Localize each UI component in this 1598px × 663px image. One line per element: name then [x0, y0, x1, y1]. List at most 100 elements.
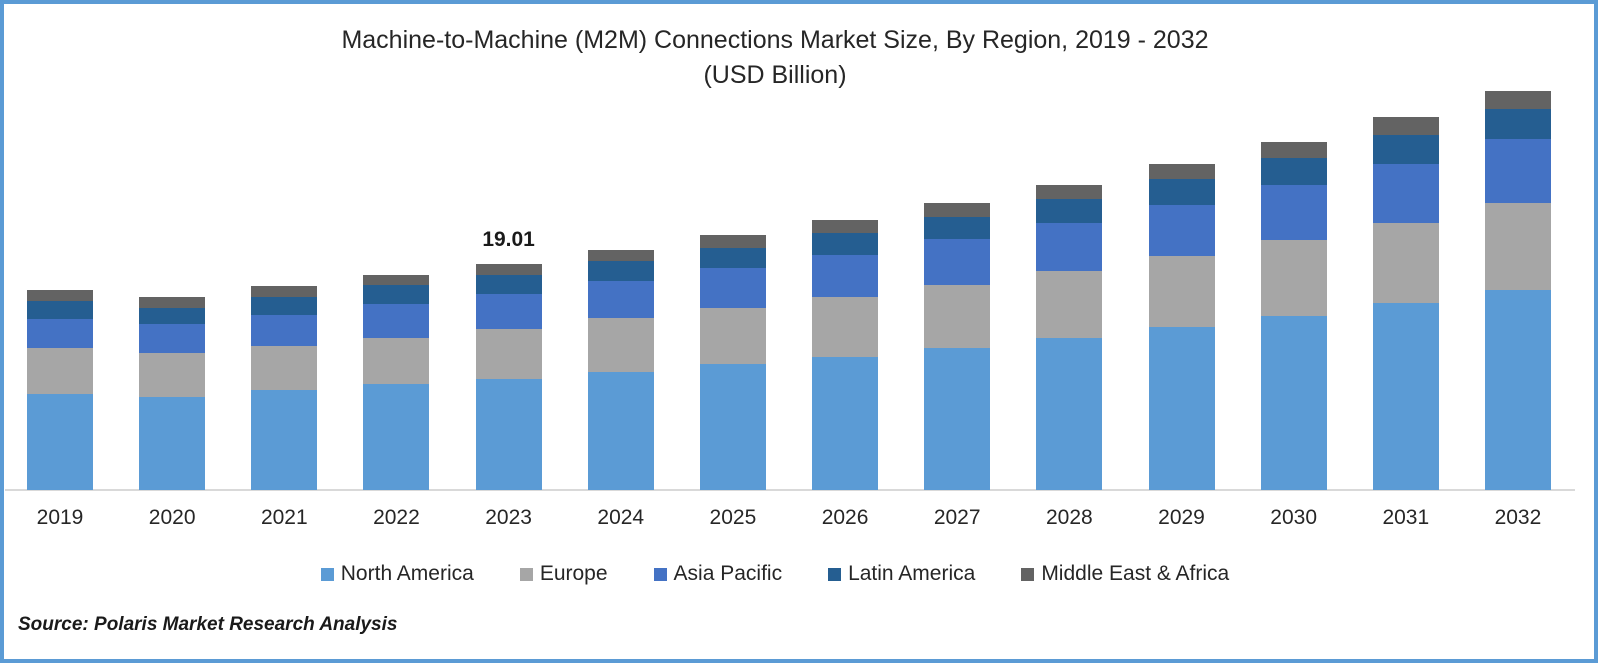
- bar-segment-north-america: [924, 347, 991, 490]
- bar-2023: [475, 263, 542, 490]
- bar-2025: [699, 235, 766, 490]
- bar-segment-europe: [1484, 202, 1551, 290]
- x-axis-label-2019: 2019: [36, 506, 84, 529]
- bar-segment-latin-america: [924, 216, 991, 240]
- bar-segment-latin-america: [139, 307, 206, 325]
- bar-segment-middle-east-africa: [1484, 91, 1551, 110]
- bar-2026: [812, 220, 879, 490]
- bar-2020: [139, 297, 206, 490]
- bar-segment-north-america: [812, 356, 879, 490]
- legend-swatch-latin-america: [828, 567, 842, 581]
- bar-segment-europe: [1036, 270, 1103, 338]
- bar-segment-north-america: [251, 390, 318, 490]
- bar-segment-north-america: [587, 371, 654, 490]
- bar-segment-europe: [475, 328, 542, 379]
- bar-segment-middle-east-africa: [139, 297, 206, 308]
- chart-title: Machine-to-Machine (M2M) Connections Mar…: [341, 26, 1209, 54]
- legend-item-europe: Europe: [519, 562, 608, 586]
- bar-segment-latin-america: [1372, 134, 1439, 164]
- bar-segment-europe: [27, 347, 93, 394]
- bar-segment-latin-america: [1484, 109, 1551, 140]
- bar-segment-europe: [924, 284, 991, 348]
- bar-segment-middle-east-africa: [1148, 164, 1215, 180]
- bar-segment-middle-east-africa: [1372, 117, 1439, 135]
- bar-segment-europe: [139, 353, 206, 398]
- bar-2024: [587, 249, 654, 490]
- legend-label-europe: Europe: [539, 562, 608, 585]
- bar-segment-north-america: [1036, 337, 1103, 490]
- bar-segment-north-america: [1372, 303, 1439, 490]
- bar-segment-asia-pacific: [812, 254, 879, 298]
- legend-item-asia-pacific: Asia Pacific: [653, 562, 783, 586]
- bar-segment-asia-pacific: [475, 293, 542, 329]
- bar-2019: [27, 289, 93, 490]
- legend-swatch-asia-pacific: [653, 567, 667, 581]
- bar-segment-middle-east-africa: [363, 274, 430, 286]
- bar-2031: [1372, 117, 1439, 490]
- source-note: Source: Polaris Market Research Analysis: [18, 614, 398, 635]
- bar-segment-middle-east-africa: [251, 286, 318, 297]
- legend-swatch-north-america: [320, 567, 334, 581]
- bar-segment-latin-america: [475, 274, 542, 294]
- legend-item-latin-america: Latin America: [828, 562, 975, 586]
- bar-segment-middle-east-africa: [475, 263, 542, 275]
- bar-2027: [924, 203, 991, 490]
- bar-segment-latin-america: [812, 232, 879, 255]
- x-axis-label-2030: 2030: [1270, 506, 1317, 529]
- plot-area: 2019 2020 2021 2022 2023 19.01 2024 2025 2026 202…: [4, 4, 1594, 659]
- bar-segment-europe: [1148, 256, 1215, 328]
- legend: North America Europe Asia Pacific Latin Ame…: [4, 560, 1546, 588]
- x-axis-label-2029: 2029: [1158, 506, 1205, 529]
- x-axis-line: [5, 489, 1575, 491]
- bar-segment-europe: [812, 297, 879, 357]
- x-axis-label-2023: 2023: [485, 506, 532, 529]
- x-axis-label-2027: 2027: [933, 506, 981, 529]
- bar-segment-latin-america: [587, 261, 654, 282]
- bar-segment-north-america: [1148, 327, 1215, 490]
- x-axis-label-2020: 2020: [148, 506, 196, 529]
- bar-segment-europe: [699, 308, 766, 364]
- legend-label-asia-pacific: Asia Pacific: [673, 562, 783, 585]
- x-axis-label-2028: 2028: [1045, 506, 1093, 529]
- x-axis-label-2022: 2022: [373, 506, 420, 529]
- bar-segment-europe: [251, 346, 318, 391]
- bar-segment-asia-pacific: [699, 267, 766, 309]
- legend-item-north-america: North America: [320, 562, 474, 586]
- bar-segment-north-america: [363, 384, 430, 490]
- bar-segment-asia-pacific: [251, 315, 318, 347]
- bar-segment-asia-pacific: [363, 304, 430, 338]
- legend-item-middle-east-africa: Middle East & Africa: [1021, 562, 1229, 586]
- bar-segment-middle-east-africa: [699, 235, 766, 248]
- bar-segment-asia-pacific: [924, 239, 991, 285]
- bar-segment-asia-pacific: [1260, 185, 1327, 241]
- x-axis-label-2021: 2021: [260, 506, 308, 529]
- bar-2022: [363, 274, 430, 490]
- bar-segment-europe: [1260, 240, 1327, 316]
- x-axis-label-2032: 2032: [1494, 506, 1542, 529]
- bar-segment-latin-america: [1148, 179, 1215, 205]
- bar-segment-europe: [1372, 222, 1439, 304]
- bar-segment-asia-pacific: [587, 281, 654, 319]
- bar-2032: [1484, 91, 1551, 490]
- bar-segment-asia-pacific: [1036, 222, 1103, 271]
- bar-segment-north-america: [27, 393, 93, 490]
- bar-segment-latin-america: [1036, 198, 1103, 223]
- bar-segment-middle-east-africa: [27, 289, 93, 301]
- bar-segment-middle-east-africa: [1036, 184, 1103, 199]
- bar-segment-asia-pacific: [1148, 204, 1215, 257]
- bar-segment-latin-america: [699, 247, 766, 268]
- x-axis-label-2024: 2024: [597, 506, 645, 529]
- bar-segment-latin-america: [363, 285, 430, 305]
- bar-segment-middle-east-africa: [924, 203, 991, 217]
- bar-segment-asia-pacific: [139, 324, 206, 354]
- bar-segment-middle-east-africa: [1260, 141, 1327, 158]
- legend-label-north-america: North America: [340, 562, 474, 585]
- bar-segment-middle-east-africa: [812, 220, 879, 233]
- bar-segment-latin-america: [1260, 157, 1327, 186]
- bar-2029: [1148, 164, 1215, 490]
- bar-segment-asia-pacific: [1372, 163, 1439, 223]
- x-axis-label-2026: 2026: [821, 506, 869, 529]
- bar-segment-asia-pacific: [27, 318, 93, 348]
- x-axis-label-2025: 2025: [709, 506, 757, 529]
